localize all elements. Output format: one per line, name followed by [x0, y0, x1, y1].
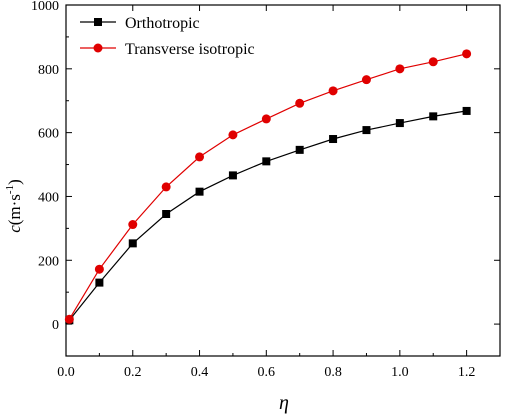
- y-axis: 0 200 400 600 800 1000: [31, 0, 500, 357]
- data-point-transverse-isotropic: [64, 314, 74, 324]
- data-point-orthotropic: [295, 145, 304, 154]
- data-point-orthotropic: [162, 210, 171, 219]
- series-line-transverse-isotropic: [68, 53, 467, 320]
- data-point-transverse-isotropic: [462, 49, 472, 59]
- data-point-transverse-isotropic: [395, 64, 405, 74]
- data-point-transverse-isotropic: [428, 57, 438, 67]
- data-point-transverse-isotropic: [295, 98, 305, 108]
- data-point-orthotropic: [362, 126, 371, 135]
- data-point-orthotropic: [329, 135, 338, 144]
- data-point-orthotropic: [228, 171, 237, 180]
- x-tick-label: 0.8: [324, 365, 342, 380]
- y-tick-label: 600: [38, 127, 59, 142]
- y-tick-label: 1000: [31, 0, 59, 14]
- data-point-orthotropic: [262, 157, 271, 166]
- legend-entry-transverse-isotropic: Transverse isotropic: [80, 41, 255, 58]
- x-tick-label: 1.2: [458, 365, 476, 380]
- y-tick-label: 200: [38, 254, 59, 269]
- legend-label-orthotropic: Orthotropic: [125, 15, 200, 32]
- legend-label-transverse-isotropic: Transverse isotropic: [125, 41, 255, 58]
- data-point-orthotropic: [462, 106, 471, 115]
- x-tick-label: 0.6: [258, 365, 276, 380]
- data-point-transverse-isotropic: [94, 264, 104, 274]
- legend: Orthotropic Transverse isotropic: [80, 15, 255, 58]
- x-tick-label: 1.0: [391, 365, 409, 380]
- y-axis-title: c(m·s-1): [4, 179, 24, 233]
- legend-marker-circle: [93, 43, 103, 53]
- y-tick-label: 400: [38, 190, 59, 205]
- data-point-transverse-isotropic: [261, 114, 271, 124]
- data-point-orthotropic: [95, 278, 104, 287]
- series-line-orthotropic: [68, 110, 467, 321]
- x-tick-label: 0.0: [57, 365, 75, 380]
- data-point-orthotropic: [395, 119, 404, 128]
- data-point-transverse-isotropic: [128, 220, 138, 230]
- series-area: [64, 49, 472, 325]
- legend-entry-orthotropic: Orthotropic: [80, 15, 200, 32]
- x-tick-label: 0.4: [191, 365, 209, 380]
- y-tick-label: 0: [52, 318, 59, 333]
- x-axis-title: η: [279, 392, 289, 414]
- data-point-transverse-isotropic: [228, 130, 238, 140]
- y-tick-label: 800: [38, 63, 59, 78]
- y-axis-unit-close: ): [5, 179, 24, 185]
- plot-frame: [65, 4, 501, 357]
- x-axis: 0.0 0.2 0.4 0.6 0.8 1.0 1.2: [57, 5, 501, 380]
- y-axis-unit-exponent: -1: [4, 185, 16, 194]
- data-point-transverse-isotropic: [328, 86, 338, 96]
- data-point-transverse-isotropic: [195, 152, 205, 162]
- data-point-orthotropic: [429, 112, 438, 121]
- data-point-orthotropic: [195, 187, 204, 196]
- data-point-transverse-isotropic: [161, 182, 171, 192]
- y-axis-symbol: c: [5, 225, 24, 233]
- data-point-transverse-isotropic: [361, 75, 371, 85]
- y-axis-unit: (m·s: [5, 194, 24, 225]
- data-point-orthotropic: [128, 239, 137, 248]
- legend-marker-square: [94, 18, 102, 26]
- x-tick-label: 0.2: [124, 365, 142, 380]
- plot-area: [65, 4, 501, 357]
